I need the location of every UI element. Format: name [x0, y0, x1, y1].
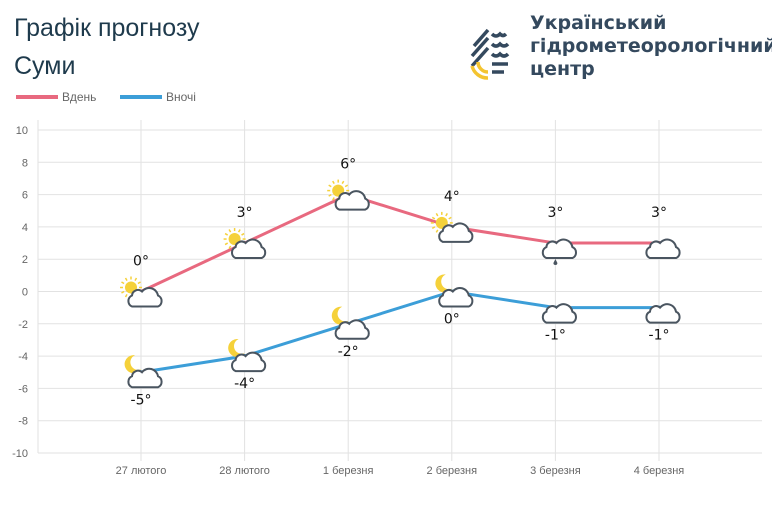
y-tick-label: 2	[22, 254, 28, 266]
data-label: 0°	[133, 254, 149, 270]
y-tick-label: 8	[22, 157, 28, 169]
data-label: 4°	[444, 189, 460, 205]
legend-label: Вночі	[166, 90, 196, 104]
cloud-icon	[231, 351, 267, 373]
org-line: центр	[530, 58, 595, 80]
x-tick-label: 27 лютого	[116, 465, 167, 477]
series-line-day	[140, 192, 659, 293]
cloud-icon	[334, 190, 370, 211]
data-label: 3°	[237, 205, 253, 221]
x-tick-label: 28 лютого	[219, 465, 270, 477]
y-tick-label: 4	[22, 222, 28, 234]
y-tick-label: 10	[16, 125, 28, 137]
y-tick-label: -6	[18, 383, 28, 395]
data-label: 6°	[340, 157, 356, 173]
y-tick-label: -4	[18, 351, 28, 363]
y-tick-label: -10	[12, 448, 28, 460]
cloud-icon	[645, 303, 681, 324]
data-label: 3°	[547, 205, 563, 221]
data-label: -1°	[649, 328, 670, 344]
cloud-icon	[438, 222, 474, 243]
cloud-icon	[438, 287, 474, 308]
x-tick-label: 4 березня	[634, 465, 685, 477]
moon-icon	[435, 274, 452, 293]
organization-name: Український гідрометеорологічний центр	[530, 12, 772, 81]
data-label: -1°	[545, 328, 566, 344]
y-tick-label: -8	[18, 416, 28, 428]
city-name: Суми	[14, 52, 76, 80]
data-label: -4°	[234, 376, 255, 392]
cloud-icon	[541, 303, 577, 324]
x-tick-label: 3 березня	[530, 465, 581, 477]
y-tick-label: 0	[22, 287, 28, 299]
moon-icon	[124, 355, 141, 374]
org-line: Український	[530, 12, 667, 34]
y-tick-label: -2	[18, 319, 28, 331]
cloud-icon	[334, 319, 370, 340]
raindrop-icon	[553, 259, 558, 266]
moon-icon	[228, 338, 245, 357]
legend-label: Вдень	[62, 90, 96, 104]
moon-icon	[331, 306, 349, 325]
cloud-icon	[541, 238, 577, 260]
org-line: гідрометеорологічний	[530, 35, 772, 57]
x-tick-label: 2 березня	[427, 465, 478, 477]
cloud-icon	[127, 287, 163, 308]
data-label: 0°	[444, 312, 460, 328]
data-label: -5°	[131, 392, 152, 408]
cloud-icon	[645, 238, 681, 260]
y-tick-label: 6	[22, 190, 28, 202]
data-label: 3°	[651, 205, 667, 221]
data-label: -2°	[338, 344, 359, 360]
page-title: Графік прогнозу	[14, 14, 200, 42]
ugmc-logo-icon	[470, 28, 510, 80]
x-tick-label: 1 березня	[323, 465, 374, 477]
cloud-icon	[127, 367, 163, 389]
series-line-night	[140, 289, 659, 374]
cloud-icon	[231, 238, 267, 260]
